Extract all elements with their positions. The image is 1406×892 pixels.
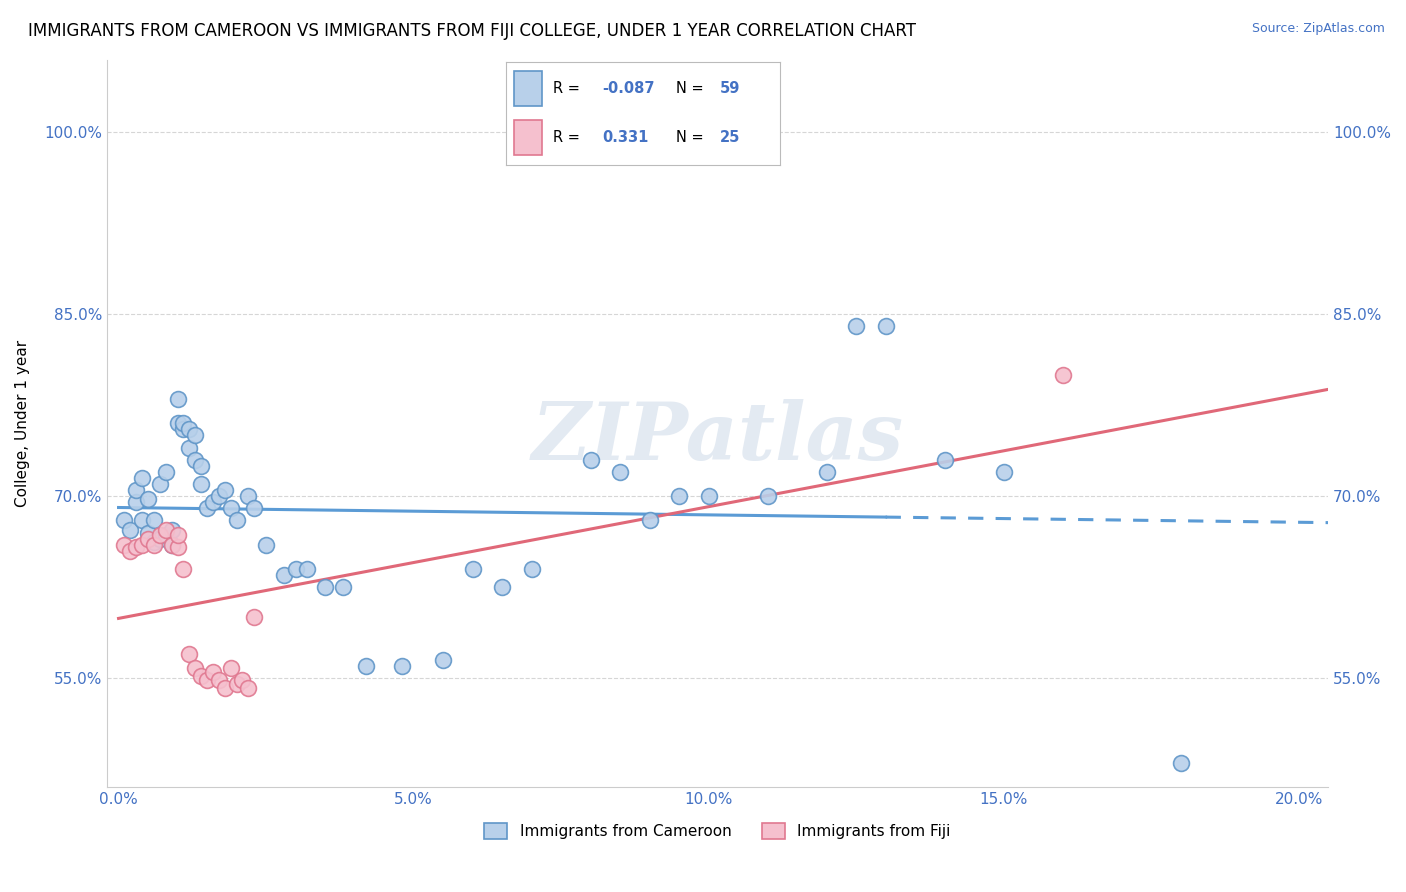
Point [993, 465, 1015, 479]
Point [155, 528, 177, 542]
Point [219, 661, 242, 675]
Bar [515, 70, 541, 105]
Point [201, 495, 224, 509]
Legend: Immigrants from Cameroon, Immigrants from Fiji: Immigrants from Cameroon, Immigrants fro… [478, 817, 956, 845]
Point [149, 528, 172, 542]
Point [284, 562, 307, 576]
Point [155, 465, 177, 479]
Point [125, 540, 148, 554]
Point [231, 673, 253, 688]
Point [166, 528, 188, 542]
Point [697, 489, 720, 503]
Point [934, 452, 956, 467]
Point [172, 417, 194, 431]
Point [219, 501, 242, 516]
Point [195, 501, 218, 516]
Point [491, 580, 513, 594]
Point [609, 465, 631, 479]
Point [815, 465, 838, 479]
Point [243, 501, 266, 516]
Text: R =: R = [553, 80, 585, 95]
Point [179, 441, 201, 455]
Point [125, 483, 148, 497]
Point [131, 538, 153, 552]
Point [184, 661, 207, 675]
Point [201, 665, 224, 679]
Point [297, 562, 319, 576]
Text: 25: 25 [720, 130, 741, 145]
Point [243, 610, 266, 624]
Text: 59: 59 [720, 80, 741, 95]
Y-axis label: College, Under 1 year: College, Under 1 year [15, 340, 30, 507]
Point [136, 532, 159, 546]
Point [179, 422, 201, 436]
Point [142, 538, 165, 552]
Point [166, 417, 188, 431]
Point [184, 428, 207, 442]
Point [166, 540, 188, 554]
Point [190, 477, 212, 491]
Point [149, 477, 172, 491]
Point [142, 513, 165, 527]
Point [136, 491, 159, 506]
Text: Source: ZipAtlas.com: Source: ZipAtlas.com [1251, 22, 1385, 36]
Point [638, 513, 661, 527]
Point [160, 538, 183, 552]
Point [238, 681, 260, 695]
Point [160, 538, 183, 552]
Point [254, 538, 277, 552]
Point [149, 532, 172, 546]
Bar [515, 120, 541, 155]
Point [579, 452, 602, 467]
Point [845, 319, 868, 334]
Text: -0.087: -0.087 [602, 80, 655, 95]
Point [179, 647, 201, 661]
Point [131, 513, 153, 527]
Point [155, 523, 177, 537]
Point [391, 659, 413, 673]
Point [1052, 368, 1074, 382]
Point [1170, 756, 1192, 770]
Point [461, 562, 484, 576]
Point [131, 471, 153, 485]
Point [190, 668, 212, 682]
Point [114, 538, 136, 552]
Text: N =: N = [676, 80, 709, 95]
Point [238, 489, 260, 503]
Point [120, 543, 142, 558]
Point [166, 392, 188, 406]
Point [114, 513, 136, 527]
Point [136, 525, 159, 540]
Point [314, 580, 336, 594]
Point [225, 677, 247, 691]
Point [356, 659, 378, 673]
Point [184, 452, 207, 467]
Point [332, 580, 354, 594]
Point [208, 489, 231, 503]
Point [225, 513, 247, 527]
Point [756, 489, 779, 503]
Point [432, 653, 454, 667]
Point [208, 673, 231, 688]
Point [520, 562, 543, 576]
Point [172, 422, 194, 436]
Point [160, 523, 183, 537]
Point [172, 562, 194, 576]
Point [120, 523, 142, 537]
Text: N =: N = [676, 130, 709, 145]
Point [136, 532, 159, 546]
Point [195, 673, 218, 688]
Text: ZIPatlas: ZIPatlas [531, 400, 904, 476]
Text: IMMIGRANTS FROM CAMEROON VS IMMIGRANTS FROM FIJI COLLEGE, UNDER 1 YEAR CORRELATI: IMMIGRANTS FROM CAMEROON VS IMMIGRANTS F… [28, 22, 917, 40]
Point [142, 535, 165, 549]
Point [190, 458, 212, 473]
Point [273, 568, 295, 582]
Point [668, 489, 690, 503]
Point [214, 681, 236, 695]
Point [214, 483, 236, 497]
Text: R =: R = [553, 130, 585, 145]
Point [875, 319, 897, 334]
Point [125, 495, 148, 509]
Text: 0.331: 0.331 [602, 130, 648, 145]
